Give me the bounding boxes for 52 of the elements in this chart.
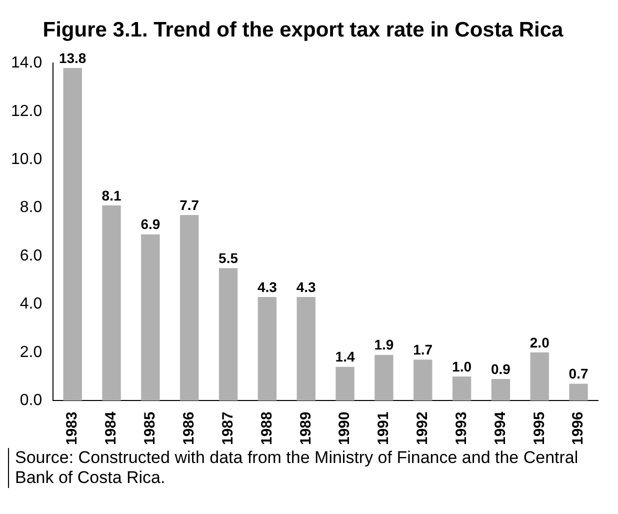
bar: [102, 205, 121, 401]
x-tick-label: 1993: [452, 412, 470, 446]
data-label: 1.4: [335, 348, 355, 365]
data-label: 13.8: [58, 50, 86, 66]
bar: [530, 352, 549, 401]
bar: [569, 384, 588, 401]
data-label: 5.5: [218, 250, 238, 266]
bar: [452, 376, 472, 401]
y-tick-label: 10.0: [11, 151, 42, 168]
bar: [141, 234, 160, 401]
x-tick-label: 1988: [258, 412, 276, 446]
y-tick-label: 2.0: [20, 344, 42, 361]
data-label: 4.3: [257, 278, 278, 295]
x-tick-label: 1996: [570, 412, 587, 446]
data-label: 1.0: [452, 358, 472, 374]
data-label: 0.9: [490, 360, 511, 377]
bar: [491, 378, 510, 401]
x-tick-label: 1987: [219, 412, 236, 446]
x-tick-label: 1990: [336, 412, 354, 446]
y-tick-label: 12.0: [11, 102, 42, 120]
bar: [63, 68, 82, 401]
source-note: Source: Constructed with data from the Ministry of Finance and the Central Bank of Costa Rica.: [8, 448, 608, 488]
data-label: 6.9: [140, 216, 160, 232]
data-label: 1.7: [413, 342, 433, 358]
bar: [374, 354, 394, 401]
x-tick-label: 1986: [180, 412, 198, 446]
x-tick-label: 1985: [142, 412, 159, 446]
bar: [296, 296, 316, 401]
data-label: 7.7: [180, 196, 200, 213]
bar: [414, 360, 432, 401]
x-tick-label: 1992: [414, 412, 432, 446]
x-tick-label: 1984: [102, 410, 120, 446]
data-label: 8.1: [102, 187, 122, 204]
bar: [180, 215, 199, 401]
x-tick-label: 1983: [64, 412, 81, 446]
x-tick-label: 1989: [297, 412, 314, 446]
chart-title: Figure 3.1. Trend of the export tax rate in Costa Rica: [42, 18, 564, 42]
data-label: 1.9: [374, 336, 394, 353]
y-tick-label: 0.0: [20, 392, 42, 410]
data-label: 4.3: [296, 278, 316, 295]
y-tick-label: 14.0: [11, 54, 42, 72]
data-label: 2.0: [530, 334, 550, 350]
bar: [218, 268, 238, 401]
x-tick-label: 1991: [375, 412, 392, 446]
bar: [258, 296, 277, 401]
x-tick-label: 1994: [492, 410, 509, 446]
y-tick-label: 4.0: [20, 296, 42, 313]
bar: [336, 366, 354, 401]
data-label: 0.7: [568, 366, 588, 382]
y-tick-label: 6.0: [20, 247, 42, 264]
y-tick-label: 8.0: [20, 199, 42, 216]
x-tick-label: 1995: [530, 412, 548, 446]
